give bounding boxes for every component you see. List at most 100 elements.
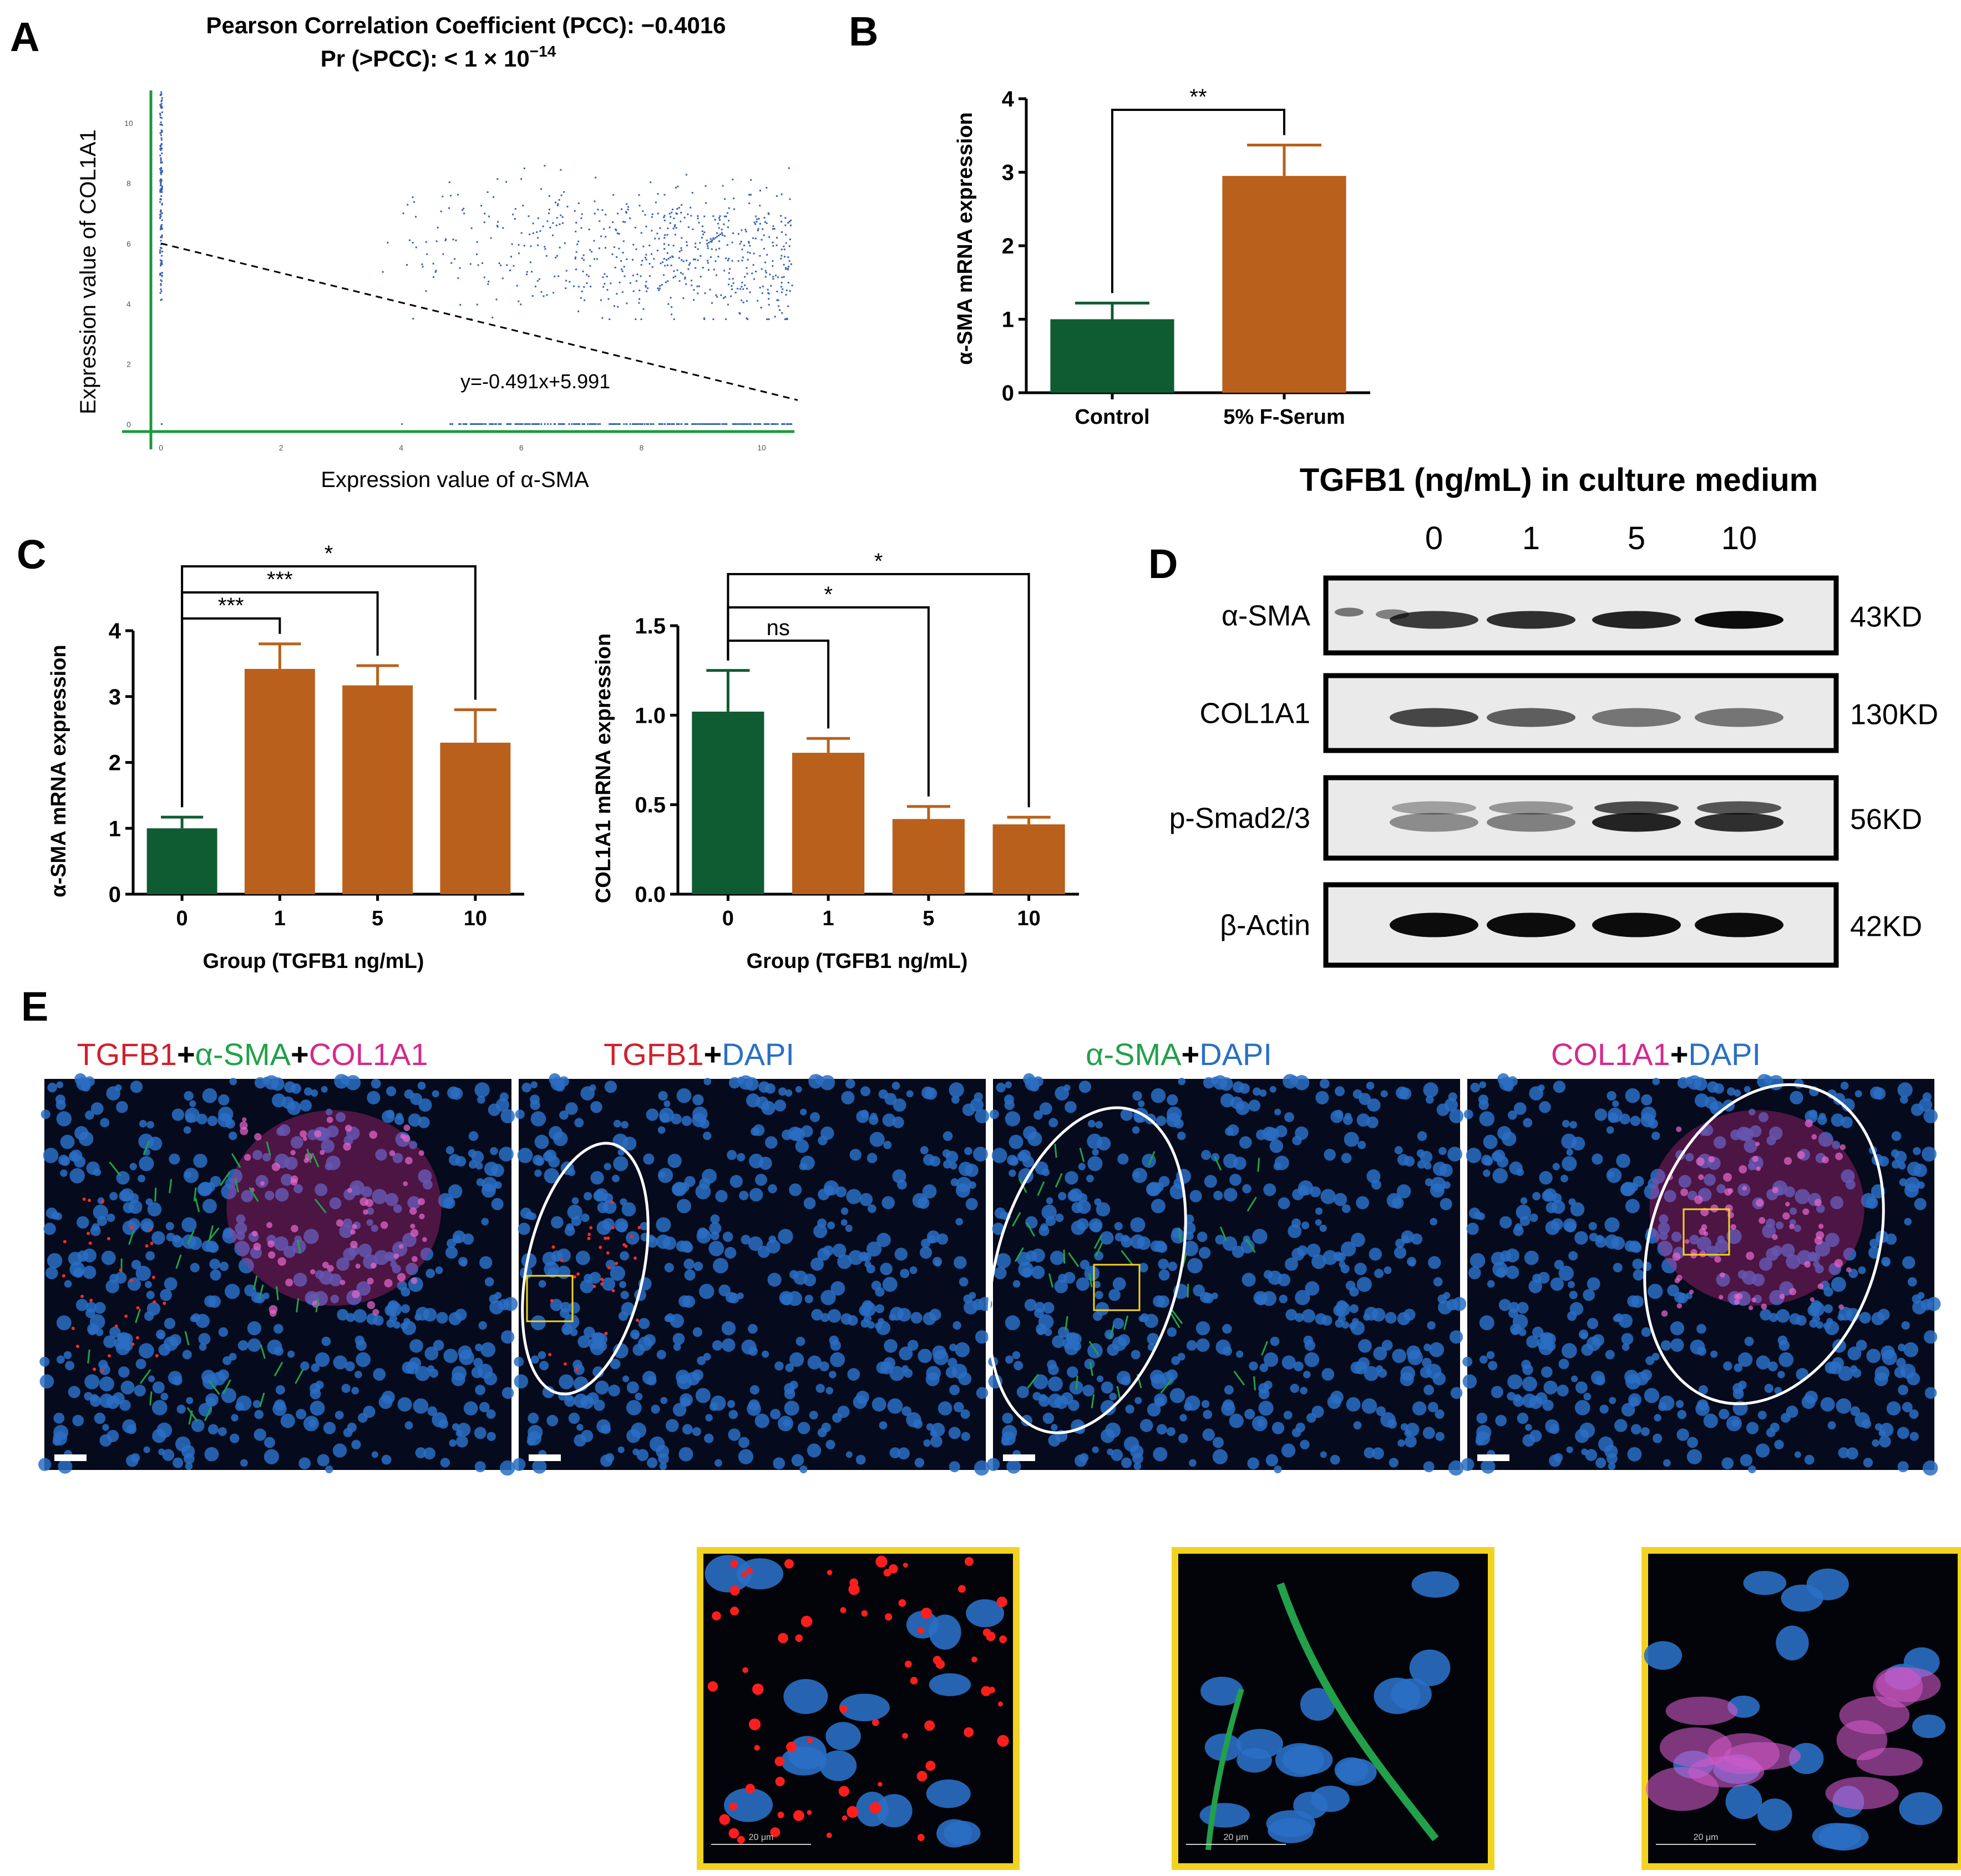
nucleus <box>1063 1084 1071 1092</box>
scatter-point <box>683 216 686 219</box>
nucleus <box>1670 1321 1685 1336</box>
nucleus <box>116 1332 124 1340</box>
zoom-nucleus <box>1293 1792 1328 1819</box>
asma-fiber <box>208 1380 220 1395</box>
nucleus <box>879 1421 888 1429</box>
asma-fiber <box>220 1171 231 1187</box>
nucleus <box>697 1356 706 1365</box>
scatter-point <box>617 423 619 425</box>
asma-fiber <box>1123 1315 1129 1330</box>
scatter-point <box>483 221 485 224</box>
scatter-point <box>678 257 680 259</box>
nucleus <box>218 1106 234 1122</box>
col1a1-signal <box>266 1222 273 1228</box>
scatter-point <box>723 270 726 272</box>
nucleus <box>326 1155 341 1170</box>
scatter-point <box>776 237 778 239</box>
col1a1-signal <box>398 1244 404 1249</box>
scatter-point <box>597 423 599 425</box>
asma-fiber <box>139 1369 151 1385</box>
scatter-point <box>672 276 675 278</box>
col1a1-signal <box>397 1272 406 1282</box>
asma-fiber <box>276 1286 279 1300</box>
scatter-point <box>711 241 713 243</box>
nucleus <box>69 1261 85 1277</box>
nucleus <box>47 1253 63 1269</box>
scatter-point <box>626 302 628 305</box>
nucleus <box>440 1458 450 1468</box>
nucleus <box>896 1179 907 1190</box>
scatter-point <box>563 423 565 425</box>
panel-e-headers: TGFB1+α-SMA+COL1A1 TGFB1+DAPI α-SMA+DAPI… <box>77 1037 1761 1072</box>
nucleus <box>1854 1090 1862 1098</box>
col1a1-signal <box>411 1256 418 1263</box>
scatter-point <box>772 260 774 262</box>
nucleus <box>310 1388 321 1400</box>
nucleus <box>1486 1351 1495 1360</box>
nucleus <box>1820 1397 1835 1412</box>
col1a1-signal <box>355 1264 361 1269</box>
scatter-point <box>742 288 744 290</box>
nucleus <box>420 1248 434 1261</box>
nucleus <box>969 1181 976 1189</box>
nucleus <box>1315 1207 1323 1215</box>
nucleus <box>348 1245 359 1256</box>
scatter-point <box>622 251 624 253</box>
nucleus <box>196 1113 207 1125</box>
nucleus <box>114 1337 126 1350</box>
y-tick-label: 0 <box>1002 381 1014 405</box>
scatter-point <box>552 222 554 224</box>
asma-fiber <box>1257 1158 1260 1172</box>
nucleus <box>1009 1169 1016 1177</box>
nucleus <box>738 1437 749 1448</box>
scatter-point <box>778 305 780 307</box>
scatter-point <box>741 281 743 283</box>
scatter-point <box>784 267 787 269</box>
nucleus <box>447 1238 457 1248</box>
scatter-point <box>412 317 414 320</box>
nucleus <box>532 1459 547 1474</box>
nucleus <box>795 1086 802 1093</box>
scatter-point <box>586 273 588 276</box>
nucleus <box>1259 1363 1269 1372</box>
zoom-tgfb1-dot <box>924 1720 935 1731</box>
nucleus <box>1653 1433 1663 1443</box>
nucleus <box>778 1087 787 1096</box>
nucleus <box>534 1169 542 1177</box>
scatter-point <box>715 237 717 239</box>
zoom-tgfb1-dot <box>729 1585 740 1596</box>
nucleus <box>173 1457 184 1468</box>
scatter-point <box>784 318 786 320</box>
scatter-point <box>160 178 162 180</box>
scatter-point <box>160 262 162 265</box>
nucleus <box>955 1342 970 1357</box>
scatter-point <box>473 423 475 425</box>
nucleus <box>341 1383 351 1393</box>
nucleus <box>739 1190 749 1200</box>
scatter-point <box>500 264 502 266</box>
scatter-point <box>161 171 163 173</box>
col1a1-signal <box>411 1277 418 1284</box>
scatter-point <box>776 299 778 301</box>
tgfb1-dot <box>592 1285 596 1289</box>
nucleus <box>1263 1183 1276 1196</box>
blot-band-marker <box>1335 607 1364 617</box>
nucleus <box>1641 1106 1656 1122</box>
blot-protein-label: α-SMA <box>1222 600 1310 632</box>
blot-protein-label: COL1A1 <box>1200 698 1310 730</box>
scatter-point <box>737 233 739 235</box>
nucleus <box>1587 1317 1599 1330</box>
scatter-point <box>672 245 675 247</box>
nucleus <box>974 1460 990 1476</box>
nucleus <box>1767 1361 1778 1372</box>
zoom-nucleus <box>1776 1625 1809 1661</box>
scatter-point <box>161 170 163 172</box>
scatter-point <box>780 286 782 288</box>
scatter-point <box>599 423 601 425</box>
nucleus <box>1069 1188 1083 1202</box>
scatter-point <box>606 275 608 277</box>
zoom-tgfb1-dot <box>861 1610 868 1617</box>
scatter-point <box>746 287 748 290</box>
scatter-point <box>759 287 761 289</box>
nucleus <box>1334 1109 1344 1119</box>
